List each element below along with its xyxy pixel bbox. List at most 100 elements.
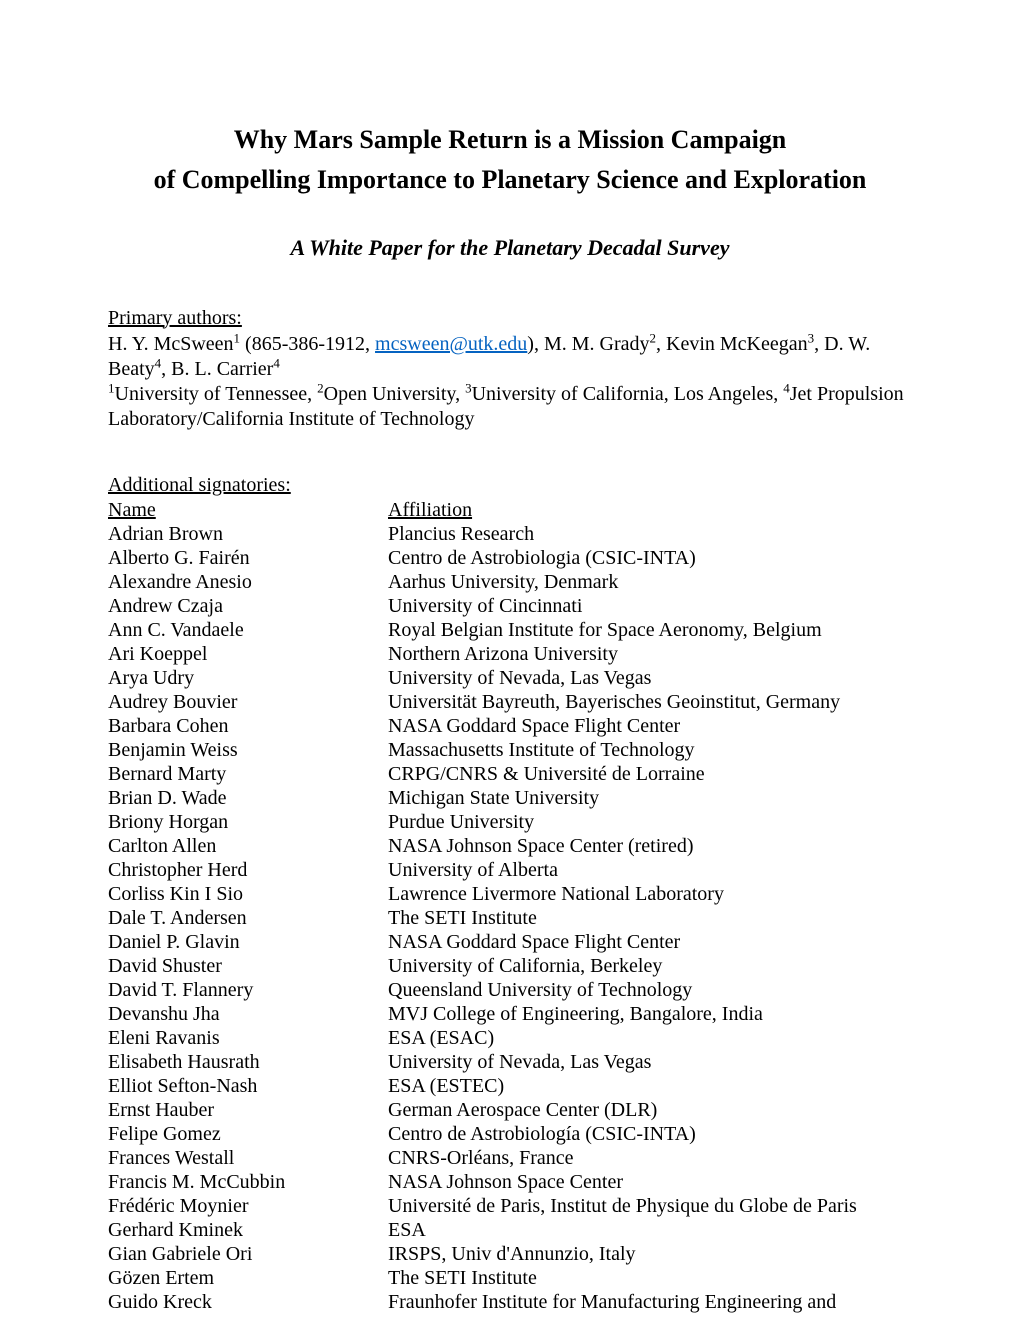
signatory-name: Barbara Cohen	[108, 714, 388, 738]
signatory-row: Felipe GomezCentro de Astrobiología (CSI…	[108, 1122, 912, 1146]
signatory-name: Devanshu Jha	[108, 1002, 388, 1026]
signatory-name: Ann C. Vandaele	[108, 618, 388, 642]
signatory-name: Audrey Bouvier	[108, 690, 388, 714]
signatory-row: Dale T. AndersenThe SETI Institute	[108, 906, 912, 930]
signatory-name: David Shuster	[108, 954, 388, 978]
signatory-name: Adrian Brown	[108, 522, 388, 546]
signatory-name: Christopher Herd	[108, 858, 388, 882]
signatory-affiliation: Université de Paris, Institut de Physiqu…	[388, 1194, 912, 1218]
header-name: Name	[108, 498, 388, 522]
email-link[interactable]: mcsween@utk.edu	[375, 333, 527, 355]
signatory-row: Gerhard KminekESA	[108, 1218, 912, 1242]
signatory-affiliation: CNRS-Orléans, France	[388, 1146, 912, 1170]
signatory-name: Carlton Allen	[108, 834, 388, 858]
signatories-rows: Adrian BrownPlancius ResearchAlberto G. …	[108, 522, 912, 1314]
signatory-row: Barbara CohenNASA Goddard Space Flight C…	[108, 714, 912, 738]
signatory-name: Ernst Hauber	[108, 1098, 388, 1122]
additional-signatories-label: Additional signatories:	[108, 474, 912, 497]
signatory-affiliation: Universität Bayreuth, Bayerisches Geoins…	[388, 690, 912, 714]
signatory-name: Corliss Kin I Sio	[108, 882, 388, 906]
signatory-affiliation: Plancius Research	[388, 522, 912, 546]
signatory-affiliation: University of Alberta	[388, 858, 912, 882]
signatory-name: Francis M. McCubbin	[108, 1170, 388, 1194]
signatory-name: Felipe Gomez	[108, 1122, 388, 1146]
signatory-affiliation: MVJ College of Engineering, Bangalore, I…	[388, 1002, 912, 1026]
signatory-affiliation: Purdue University	[388, 810, 912, 834]
signatory-affiliation: German Aerospace Center (DLR)	[388, 1098, 912, 1122]
signatory-name: Benjamin Weiss	[108, 738, 388, 762]
signatory-row: Ann C. VandaeleRoyal Belgian Institute f…	[108, 618, 912, 642]
signatory-affiliation: University of Cincinnati	[388, 594, 912, 618]
signatory-name: Gerhard Kminek	[108, 1218, 388, 1242]
document-title: Why Mars Sample Return is a Mission Camp…	[108, 120, 912, 201]
signatory-row: Gian Gabriele OriIRSPS, Univ d'Annunzio,…	[108, 1242, 912, 1266]
signatory-row: Daniel P. GlavinNASA Goddard Space Fligh…	[108, 930, 912, 954]
signatory-affiliation: NASA Johnson Space Center (retired)	[388, 834, 912, 858]
signatory-row: Elliot Sefton-NashESA (ESTEC)	[108, 1074, 912, 1098]
signatory-row: Carlton AllenNASA Johnson Space Center (…	[108, 834, 912, 858]
signatory-row: David T. FlanneryQueensland University o…	[108, 978, 912, 1002]
signatory-row: Adrian BrownPlancius Research	[108, 522, 912, 546]
signatory-name: Guido Kreck	[108, 1290, 388, 1314]
signatory-affiliation: Aarhus University, Denmark	[388, 570, 912, 594]
signatory-name: Bernard Marty	[108, 762, 388, 786]
signatory-row: Benjamin WeissMassachusetts Institute of…	[108, 738, 912, 762]
signatory-row: Christopher HerdUniversity of Alberta	[108, 858, 912, 882]
document-subtitle: A White Paper for the Planetary Decadal …	[108, 235, 912, 261]
signatory-row: Arya UdryUniversity of Nevada, Las Vegas	[108, 666, 912, 690]
signatory-affiliation: University of Nevada, Las Vegas	[388, 1050, 912, 1074]
signatory-row: Elisabeth HausrathUniversity of Nevada, …	[108, 1050, 912, 1074]
signatory-affiliation: Northern Arizona University	[388, 642, 912, 666]
primary-authors-block: H. Y. McSween1 (865-386-1912, mcsween@ut…	[108, 332, 912, 432]
signatory-affiliation: NASA Johnson Space Center	[388, 1170, 912, 1194]
signatory-row: Gözen ErtemThe SETI Institute	[108, 1266, 912, 1290]
signatory-row: Bernard MartyCRPG/CNRS & Université de L…	[108, 762, 912, 786]
signatory-affiliation: Michigan State University	[388, 786, 912, 810]
signatories-header-row: Name Affiliation	[108, 498, 912, 522]
signatory-name: Eleni Ravanis	[108, 1026, 388, 1050]
signatory-affiliation: University of California, Berkeley	[388, 954, 912, 978]
signatory-name: Dale T. Andersen	[108, 906, 388, 930]
signatory-name: Briony Horgan	[108, 810, 388, 834]
signatory-row: Eleni RavanisESA (ESAC)	[108, 1026, 912, 1050]
signatory-affiliation: NASA Goddard Space Flight Center	[388, 930, 912, 954]
signatory-affiliation: CRPG/CNRS & Université de Lorraine	[388, 762, 912, 786]
signatory-row: Corliss Kin I SioLawrence Livermore Nati…	[108, 882, 912, 906]
signatory-row: Francis M. McCubbinNASA Johnson Space Ce…	[108, 1170, 912, 1194]
signatories-table: Name Affiliation Adrian BrownPlancius Re…	[108, 498, 912, 1314]
signatory-name: Gian Gabriele Ori	[108, 1242, 388, 1266]
title-line-2: of Compelling Importance to Planetary Sc…	[108, 160, 912, 200]
signatory-affiliation: IRSPS, Univ d'Annunzio, Italy	[388, 1242, 912, 1266]
signatory-row: Guido KreckFraunhofer Institute for Manu…	[108, 1290, 912, 1314]
signatory-name: Elliot Sefton-Nash	[108, 1074, 388, 1098]
signatory-row: Audrey BouvierUniversität Bayreuth, Baye…	[108, 690, 912, 714]
signatory-affiliation: Royal Belgian Institute for Space Aerono…	[388, 618, 912, 642]
signatory-row: David ShusterUniversity of California, B…	[108, 954, 912, 978]
signatory-name: Frédéric Moynier	[108, 1194, 388, 1218]
signatory-affiliation: Centro de Astrobiología (CSIC-INTA)	[388, 1122, 912, 1146]
signatory-row: Alexandre AnesioAarhus University, Denma…	[108, 570, 912, 594]
page: Why Mars Sample Return is a Mission Camp…	[0, 0, 1020, 1320]
signatory-affiliation: Fraunhofer Institute for Manufacturing E…	[388, 1290, 912, 1314]
signatory-affiliation: The SETI Institute	[388, 1266, 912, 1290]
signatory-row: Briony HorganPurdue University	[108, 810, 912, 834]
signatory-name: Andrew Czaja	[108, 594, 388, 618]
signatory-affiliation: Massachusetts Institute of Technology	[388, 738, 912, 762]
signatory-affiliation: ESA (ESTEC)	[388, 1074, 912, 1098]
header-affiliation: Affiliation	[388, 498, 912, 522]
signatory-row: Devanshu JhaMVJ College of Engineering, …	[108, 1002, 912, 1026]
primary-authors-label: Primary authors:	[108, 307, 912, 330]
signatory-row: Alberto G. FairénCentro de Astrobiologia…	[108, 546, 912, 570]
signatory-name: David T. Flannery	[108, 978, 388, 1002]
signatory-name: Ari Koeppel	[108, 642, 388, 666]
signatory-name: Alexandre Anesio	[108, 570, 388, 594]
signatory-name: Alberto G. Fairén	[108, 546, 388, 570]
signatory-name: Frances Westall	[108, 1146, 388, 1170]
signatory-row: Ernst HauberGerman Aerospace Center (DLR…	[108, 1098, 912, 1122]
signatory-affiliation: The SETI Institute	[388, 906, 912, 930]
signatory-row: Ari KoeppelNorthern Arizona University	[108, 642, 912, 666]
signatory-affiliation: Centro de Astrobiologia (CSIC-INTA)	[388, 546, 912, 570]
signatory-name: Arya Udry	[108, 666, 388, 690]
signatory-affiliation: Lawrence Livermore National Laboratory	[388, 882, 912, 906]
signatory-row: Andrew CzajaUniversity of Cincinnati	[108, 594, 912, 618]
